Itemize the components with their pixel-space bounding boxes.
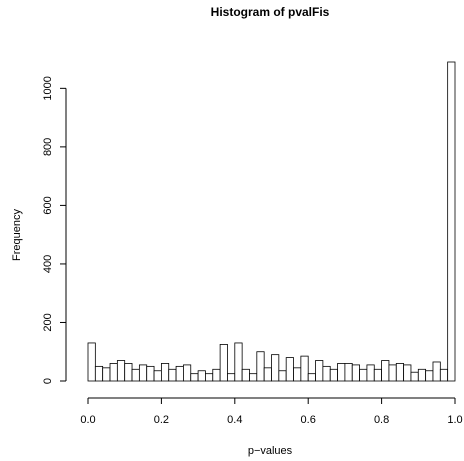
- bar: [366, 364, 375, 382]
- bar: [190, 373, 199, 382]
- bar: [337, 363, 346, 382]
- bar: [293, 367, 302, 382]
- bar: [373, 368, 383, 382]
- bar: [227, 373, 236, 382]
- bar: [197, 370, 206, 382]
- chart-title: Histogram of pvalFis: [211, 5, 330, 19]
- y-tick-label: 200: [42, 313, 54, 331]
- bar: [351, 364, 360, 382]
- bar: [146, 365, 155, 382]
- bar: [388, 364, 397, 382]
- bar: [249, 373, 258, 382]
- bar: [131, 368, 140, 382]
- bar: [410, 371, 419, 382]
- bar: [219, 344, 228, 382]
- bar: [315, 360, 324, 382]
- bar: [263, 367, 272, 382]
- bar: [94, 365, 104, 382]
- bar: [183, 364, 192, 382]
- x-tick-label: 0.8: [374, 414, 389, 426]
- bar: [432, 361, 441, 382]
- bar: [205, 373, 214, 382]
- bar: [153, 370, 162, 382]
- x-axis-label: p−values: [248, 445, 293, 457]
- bar: [381, 360, 390, 382]
- bar: [234, 342, 243, 382]
- x-tick-label: 0.6: [301, 414, 316, 426]
- y-axis-label: Frequency: [11, 209, 23, 261]
- y-tick-label: 800: [42, 138, 54, 156]
- bar: [447, 61, 456, 382]
- bar: [109, 363, 118, 382]
- bar: [138, 364, 148, 382]
- bar: [300, 355, 309, 382]
- bar: [395, 363, 405, 382]
- bar: [256, 351, 265, 382]
- bar: [403, 364, 412, 382]
- x-tick-label: 0.0: [80, 414, 95, 426]
- bar: [359, 368, 368, 382]
- bar: [329, 368, 338, 382]
- bar: [307, 373, 316, 382]
- bar: [175, 365, 184, 382]
- bar: [322, 365, 331, 382]
- bar: [271, 354, 280, 382]
- x-tick-label: 0.4: [227, 414, 242, 426]
- bar: [439, 368, 449, 382]
- bar: [168, 368, 177, 382]
- x-tick-label: 0.2: [154, 414, 169, 426]
- bar: [124, 363, 133, 382]
- bar: [425, 370, 434, 382]
- y-tick-label: 1000: [42, 76, 54, 100]
- y-tick-label: 400: [42, 255, 54, 273]
- bar: [212, 368, 221, 382]
- bar: [160, 363, 170, 382]
- bar: [278, 370, 287, 382]
- bar: [116, 360, 126, 382]
- bar: [344, 363, 353, 382]
- bar: [285, 357, 294, 382]
- bar: [87, 342, 96, 382]
- bar: [417, 368, 427, 382]
- y-tick-label: 0: [42, 378, 54, 384]
- x-tick-label: 1.0: [447, 414, 462, 426]
- bar: [241, 368, 250, 382]
- bar: [102, 367, 111, 382]
- y-tick-label: 600: [42, 196, 54, 214]
